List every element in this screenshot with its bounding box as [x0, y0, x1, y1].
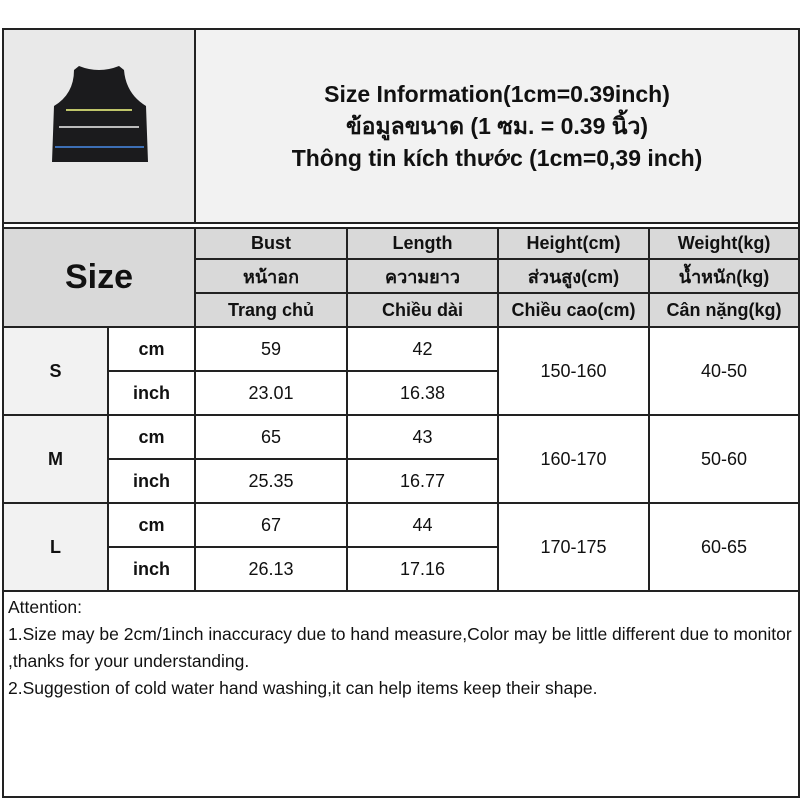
bust-value: 59 [194, 326, 348, 372]
header-weight-thai: น้ำหนัก(kg) [647, 258, 800, 294]
title-thai: ข้อมูลขนาด (1 ซม. = 0.39 นิ้ว) [345, 113, 649, 139]
length-value: 16.38 [346, 370, 499, 416]
table-row: inch 26.13 17.16 [3, 546, 799, 592]
table-row: S cm 59 42 150-160 40-50 [2, 326, 800, 416]
length-value: 16.77 [346, 458, 499, 504]
note-item: 1.Size may be 2cm/1inch inaccuracy due t… [8, 624, 792, 671]
header-height: Height(cm) [497, 227, 650, 260]
header-length: Length [346, 227, 499, 260]
header-bust-thai: หน้าอก [194, 258, 348, 294]
header-length-thai: ความยาว [346, 258, 499, 294]
table-row: L cm 67 44 170-175 60-65 [2, 502, 800, 592]
header-weight-vi: Cân nặng(kg) [647, 292, 800, 328]
height-value: 170-175 [497, 502, 650, 592]
unit-inch: inch [107, 546, 196, 592]
notes-heading: Attention: [8, 597, 82, 617]
header-weight: Weight(kg) [647, 227, 800, 260]
size-s: S [2, 326, 109, 416]
unit-cm: cm [107, 326, 196, 372]
tank-top-image [52, 65, 148, 162]
header-height-thai: ส่วนสูง(cm) [497, 258, 650, 294]
length-value: 43 [346, 414, 499, 460]
header-bust: Bust [194, 227, 348, 260]
unit-inch: inch [107, 370, 196, 416]
size-info-title: Size Information(1cm=0.39inch) ข้อมูลขนา… [193, 28, 800, 224]
length-value: 42 [346, 326, 499, 372]
height-value: 150-160 [497, 326, 650, 416]
size-m: M [2, 414, 109, 504]
bust-value: 26.13 [194, 546, 348, 592]
bust-value: 67 [194, 502, 348, 548]
unit-cm: cm [107, 414, 196, 460]
title-english: Size Information(1cm=0.39inch) [324, 81, 670, 107]
size-chart-table: Size Information(1cm=0.39inch) ข้อมูลขนา… [1, 28, 800, 798]
table-row: inch 25.35 16.77 [3, 458, 799, 504]
bust-value: 65 [194, 414, 348, 460]
bust-value: 23.01 [194, 370, 348, 416]
title-vietnamese: Thông tin kích thước (1cm=0,39 inch) [291, 145, 703, 171]
size-header: Size [2, 227, 196, 328]
size-l: L [2, 502, 109, 592]
header-height-vi: Chiều cao(cm) [497, 292, 650, 328]
weight-value: 60-65 [647, 502, 800, 592]
table-row: M cm 65 43 160-170 50-60 [2, 414, 800, 504]
note-item: 2.Suggestion of cold water hand washing,… [8, 678, 598, 698]
table-row: inch 23.01 16.38 [3, 370, 799, 416]
height-value: 160-170 [497, 414, 650, 504]
length-value: 17.16 [346, 546, 499, 592]
weight-value: 50-60 [647, 414, 800, 504]
unit-inch: inch [107, 458, 196, 504]
header-bust-vi: Trang chủ [194, 292, 348, 328]
header-length-vi: Chiều dài [346, 292, 499, 328]
attention-notes: Attention: 1.Size may be 2cm/1inch inacc… [1, 590, 800, 798]
unit-cm: cm [107, 502, 196, 548]
weight-value: 40-50 [647, 326, 800, 416]
product-image [2, 28, 196, 224]
length-value: 44 [346, 502, 499, 548]
bust-value: 25.35 [194, 458, 348, 504]
